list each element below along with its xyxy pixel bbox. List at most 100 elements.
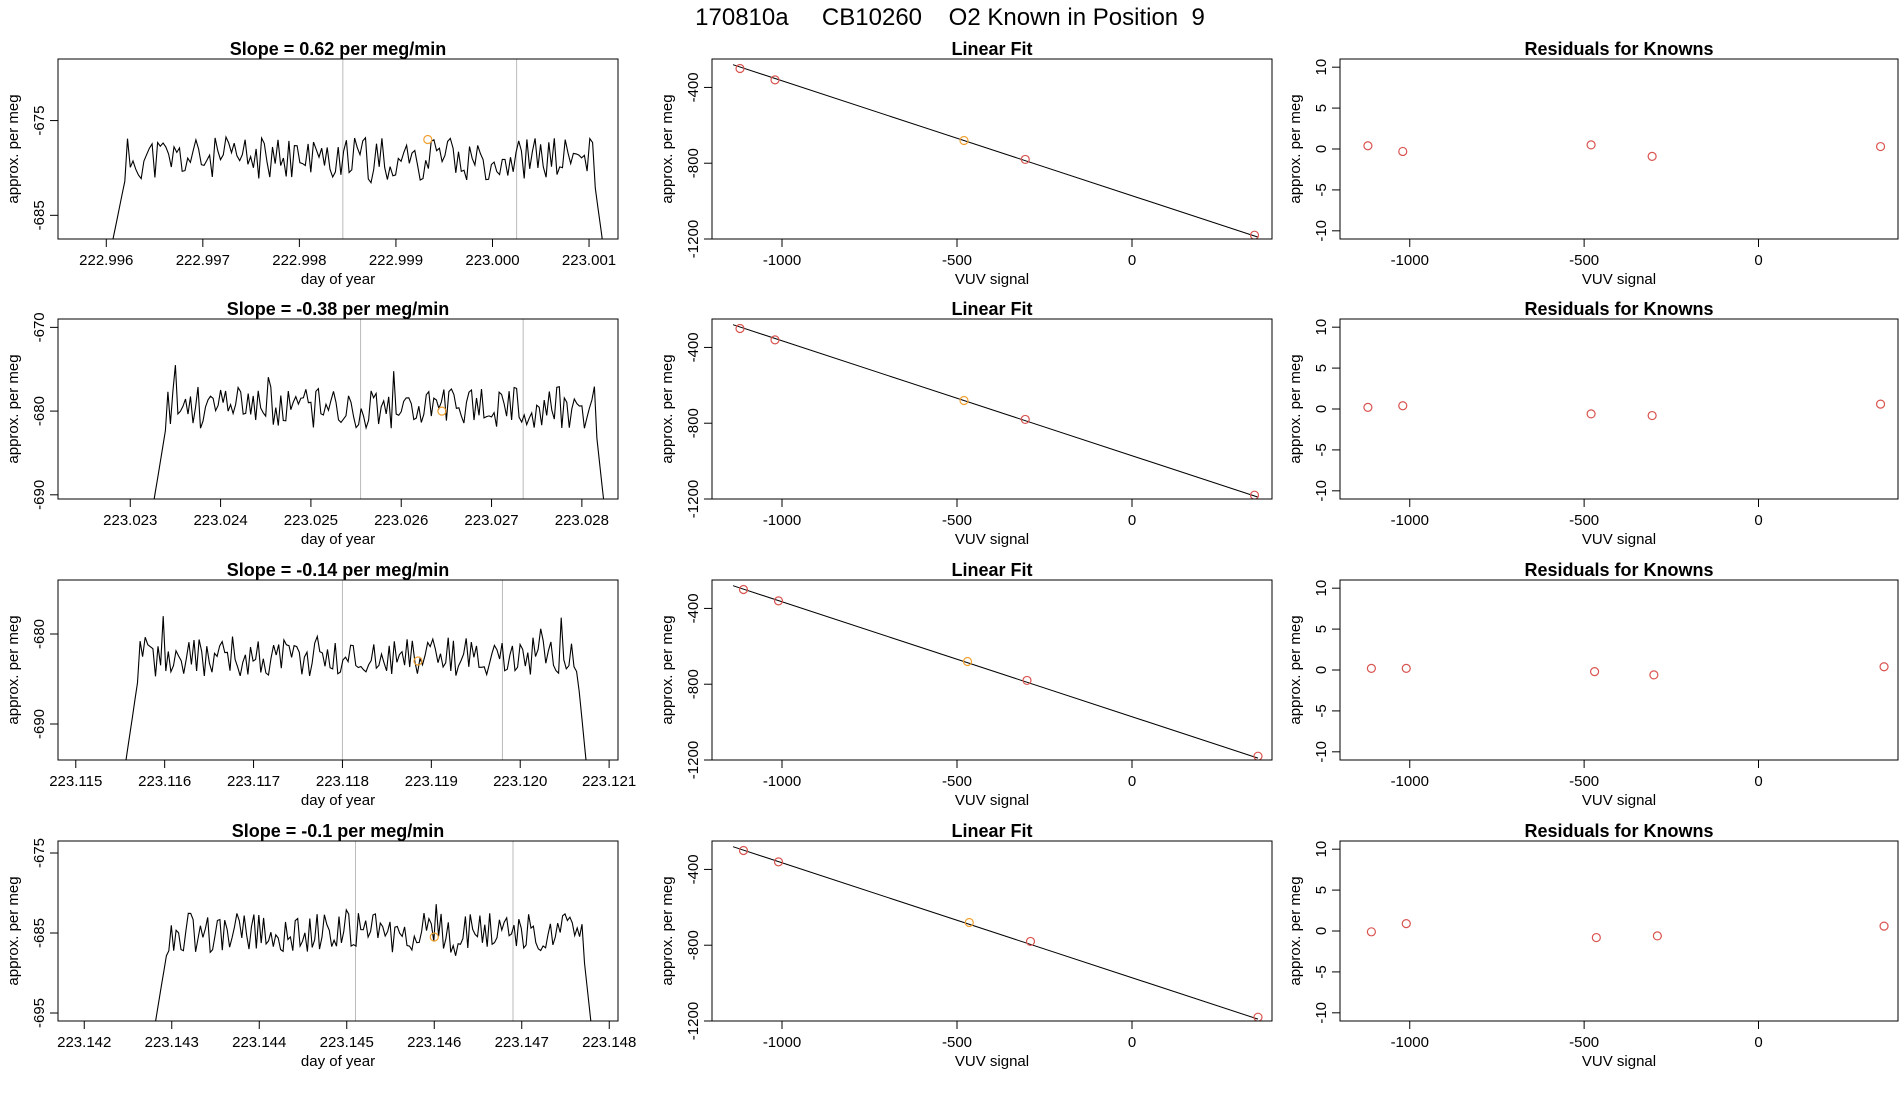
x-tick-label: -500 [942, 773, 972, 790]
known-point [1253, 1012, 1263, 1021]
y-tick-label: -1200 [685, 741, 702, 779]
y-tick-label: -400 [685, 854, 702, 884]
plot-frame [1339, 58, 1899, 240]
plot-frame [1339, 318, 1899, 500]
known-point [738, 584, 749, 595]
y-axis-label: approx. per meg [659, 615, 676, 724]
y-tick-label: -670 [31, 312, 48, 342]
y-axis-label: approx. per meg [659, 94, 676, 203]
x-tick-label: 222.998 [272, 252, 326, 269]
x-axis-label: day of year [301, 271, 375, 288]
x-tick-label: 223.120 [493, 773, 547, 790]
y-tick-label: -685 [31, 918, 48, 948]
y-tick-label: 0 [1313, 145, 1330, 153]
panel-fit: Linear Fit -1000 -500 0 -400 -800 -1200 VUV sig… [659, 39, 1273, 288]
y-tick-label: -10 [1313, 220, 1330, 242]
fit-line [732, 324, 1259, 498]
sample-point [423, 134, 433, 145]
panel-title: Linear Fit [951, 299, 1032, 319]
x-tick-label: -1000 [1391, 773, 1429, 790]
x-tick-label: -1000 [763, 1034, 801, 1051]
residual-point [1649, 670, 1659, 680]
known-point [770, 335, 780, 345]
plot-frame [57, 58, 619, 240]
plot-frame [711, 58, 1273, 240]
x-tick-label: -500 [1569, 512, 1599, 529]
y-tick-label: 0 [1313, 405, 1330, 413]
panel-residuals: Residuals for Knowns -1000 -500 0 10 5 0 -5 -10 V… [1287, 299, 1899, 548]
y-tick-label: 5 [1313, 886, 1330, 894]
y-tick-label: -690 [31, 480, 48, 510]
y-tick-label: 10 [1313, 59, 1330, 76]
known-point [1249, 230, 1260, 239]
residual-point [1398, 401, 1408, 411]
plot-frame [711, 840, 1273, 1022]
y-axis-label: approx. per meg [5, 94, 22, 203]
x-axis-label: VUV signal [955, 1053, 1029, 1070]
fit-line [732, 846, 1259, 1020]
x-tick-label: -500 [942, 1034, 972, 1051]
y-tick-label: 0 [1313, 666, 1330, 674]
y-tick-label: -675 [31, 106, 48, 136]
y-tick-label: -400 [685, 332, 702, 362]
x-tick-label: 223.000 [465, 252, 519, 269]
known-point [735, 323, 745, 334]
known-point [1020, 154, 1030, 165]
x-tick-label: 222.996 [79, 252, 133, 269]
x-tick-label: 222.999 [369, 252, 423, 269]
y-tick-label: -800 [685, 930, 702, 960]
x-tick-label: 223.117 [227, 773, 280, 790]
y-tick-label: -675 [31, 838, 48, 868]
residual-point [1398, 146, 1408, 157]
y-axis-label: approx. per meg [5, 615, 22, 724]
residual-point [1647, 410, 1657, 421]
sample-point [959, 395, 969, 406]
y-tick-label: 5 [1313, 104, 1330, 112]
panel-title: Residuals for Knowns [1524, 560, 1713, 580]
residual-point [1652, 931, 1662, 941]
plot-frame [1339, 840, 1899, 1022]
panel-fit: Linear Fit -1000 -500 0 -400 -800 -1200 VUV sig… [659, 821, 1273, 1070]
x-tick-label: -1000 [1391, 252, 1429, 269]
x-tick-label: 223.028 [555, 512, 609, 529]
panel-timeseries: Slope = -0.1 per meg/min 223.142 223.143 22… [5, 821, 636, 1070]
known-point [735, 63, 745, 74]
plot-frame [57, 579, 619, 761]
x-tick-label: 0 [1128, 773, 1136, 790]
y-tick-label: -400 [685, 72, 702, 102]
x-axis-label: day of year [301, 1053, 375, 1070]
y-tick-label: -800 [685, 408, 702, 438]
y-tick-label: -800 [685, 148, 702, 178]
y-tick-label: -1200 [685, 220, 702, 258]
panel-title: Linear Fit [951, 39, 1032, 59]
y-tick-label: -5 [1313, 704, 1330, 717]
known-point [1249, 490, 1260, 499]
x-axis-label: VUV signal [1582, 1053, 1656, 1070]
y-tick-label: -690 [31, 709, 48, 739]
panel-timeseries: Slope = -0.38 per meg/min 223.023 223.024 2… [5, 299, 619, 548]
x-axis-label: day of year [301, 531, 375, 548]
x-tick-label: 0 [1754, 252, 1762, 269]
x-tick-label: 223.001 [562, 252, 616, 269]
residual-point [1879, 921, 1889, 931]
y-axis-label: approx. per meg [1287, 615, 1304, 724]
plot-frame [711, 318, 1273, 500]
plot-area [1363, 399, 1886, 421]
x-tick-label: 223.118 [316, 773, 369, 790]
panel-timeseries: Slope = -0.14 per meg/min 223.115 223.116 2… [5, 560, 636, 809]
y-tick-label: 10 [1313, 841, 1330, 858]
x-tick-label: -500 [942, 252, 972, 269]
plot-area [732, 845, 1263, 1021]
y-tick-label: -5 [1313, 443, 1330, 456]
x-tick-label: 223.115 [49, 773, 102, 790]
residual-point [1366, 663, 1376, 673]
y-tick-label: -680 [31, 619, 48, 649]
plot-area [1366, 662, 1889, 680]
x-tick-label: 0 [1754, 512, 1762, 529]
x-tick-label: -1000 [763, 773, 801, 790]
x-tick-label: -500 [942, 512, 972, 529]
residual-point [1363, 402, 1373, 412]
panel-timeseries: Slope = 0.62 per meg/min 222.996 222.997 22… [5, 39, 619, 288]
panel-fit: Linear Fit -1000 -500 0 -400 -800 -1200 VUV sig… [659, 560, 1273, 809]
plot-area [732, 323, 1260, 499]
